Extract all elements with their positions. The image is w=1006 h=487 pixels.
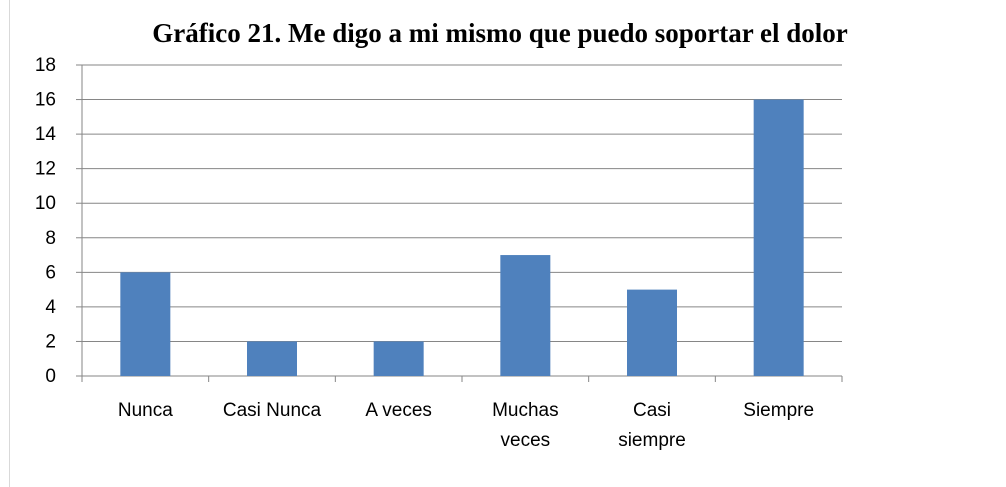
y-tick-label: 16 xyxy=(35,90,56,111)
y-tick-label: 4 xyxy=(45,297,56,318)
y-tick-label: 2 xyxy=(45,331,56,352)
bar xyxy=(373,341,424,376)
bar xyxy=(500,255,551,376)
x-tick-label: A veces xyxy=(365,400,432,421)
y-tick-label: 18 xyxy=(35,55,56,76)
chart-border xyxy=(9,0,10,487)
x-tick-label: Nunca xyxy=(117,400,173,421)
x-tick-label: Siempre xyxy=(743,400,815,421)
y-tick-label: 10 xyxy=(35,193,56,214)
bar xyxy=(120,272,171,376)
bar xyxy=(753,99,804,377)
x-tick-label: Muchas veces xyxy=(492,400,559,451)
x-tick-label: Casi siempre xyxy=(618,400,686,451)
y-tick-label: 0 xyxy=(45,366,56,387)
chart-title: Gráfico 21. Me digo a mi mismo que puedo… xyxy=(152,18,848,48)
y-tick-label: 6 xyxy=(45,262,56,283)
y-tick-label: 14 xyxy=(35,124,57,145)
x-tick-label: Casi Nunca xyxy=(222,400,322,421)
bar xyxy=(247,341,297,376)
y-tick-label: 12 xyxy=(35,159,56,180)
bar xyxy=(627,289,677,376)
y-tick-label: 8 xyxy=(45,228,56,249)
